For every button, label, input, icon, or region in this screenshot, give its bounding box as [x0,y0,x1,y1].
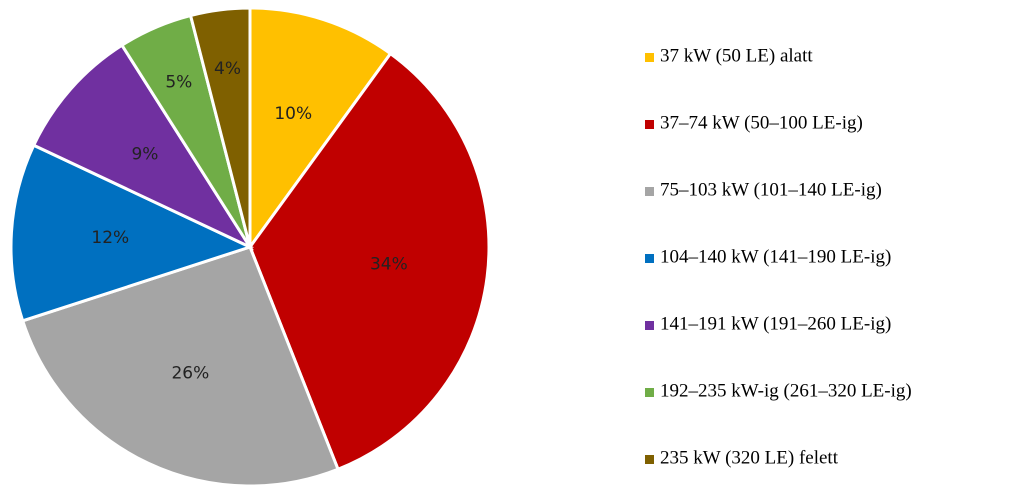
data-label: 5% [165,72,192,92]
legend-label: 235 kW (320 LE) felett [660,447,839,468]
pie-slice [248,51,491,472]
legend-swatch [645,120,654,129]
legend-label: 37 kW (50 LE) alatt [660,45,813,66]
pie-slice [31,43,255,251]
legend-label: 141–191 kW (191–260 LE-ig) [660,313,891,334]
legend-swatch [645,321,654,330]
data-label: 10% [274,104,312,124]
data-label: 26% [171,364,209,384]
pie-slice [248,6,393,252]
pie-slice [188,6,252,248]
legend-label: 75–103 kW (101–140 LE-ig) [660,179,882,200]
pie-slice [9,143,255,323]
data-label: 4% [214,59,241,79]
legend-label: 104–140 kW (141–190 LE-ig) [660,246,891,267]
data-label: 12% [91,228,129,248]
legend-swatch [645,455,654,464]
legend-swatch [645,187,654,196]
legend-label: 192–235 kW-ig (261–320 LE-ig) [660,380,912,401]
pie-slice [20,245,340,485]
legend-label: 37–74 kW (50–100 LE-ig) [660,112,863,133]
legend-swatch [645,254,654,263]
legend-swatch [645,388,654,397]
data-label: 34% [370,255,408,275]
legend-swatch [645,53,654,62]
data-label: 9% [131,144,158,164]
